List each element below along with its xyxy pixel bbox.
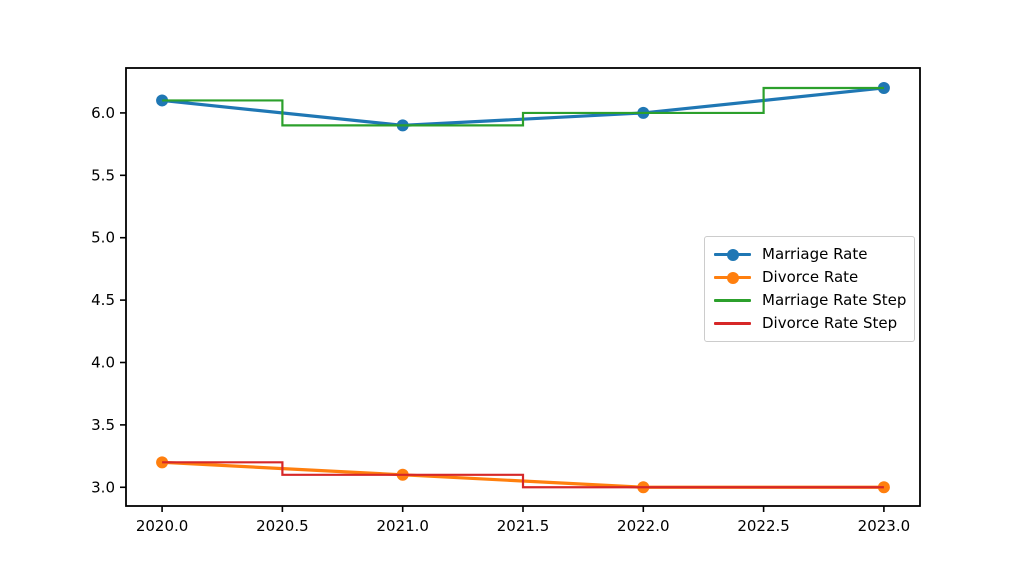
legend-entry-marriage-rate-step: Marriage Rate Step xyxy=(714,289,907,312)
x-axis-tick-label: 2021.5 xyxy=(497,517,550,535)
marriage-rate-marker-icon xyxy=(726,248,739,261)
y-axis-tick-label: 4.0 xyxy=(91,353,115,371)
marriage-rate-step-line xyxy=(162,86,884,127)
x-axis-tick-label: 2023.0 xyxy=(858,517,911,535)
marriage-rate-step-line-swatch xyxy=(714,299,751,302)
x-axis-tick-label: 2022.0 xyxy=(617,517,670,535)
axes-border xyxy=(125,67,921,507)
legend-label-divorce-rate: Divorce Rate xyxy=(762,268,859,286)
divorce-rate-step-line xyxy=(162,461,884,489)
divorce-rate-line-swatch xyxy=(714,271,751,284)
legend-entry-divorce-rate: Divorce Rate xyxy=(714,266,905,289)
y-axis-tick-label: 5.0 xyxy=(91,229,115,247)
y-axis-tick-label: 3.0 xyxy=(91,478,115,496)
legend: Marriage Rate Divorce Rate Marriage Rate… xyxy=(704,236,915,342)
x-axis-tick-label: 2020.5 xyxy=(256,517,309,535)
y-axis-tick-label: 6.0 xyxy=(91,104,115,122)
x-axis-tick-label: 2020.0 xyxy=(136,517,189,535)
y-axis-tick-label: 5.5 xyxy=(91,166,115,184)
marriage-rate-line-swatch xyxy=(714,248,751,261)
legend-entry-marriage-rate: Marriage Rate xyxy=(714,243,905,266)
x-axis-tick-label: 2021.0 xyxy=(376,517,429,535)
legend-label-divorce-rate-step: Divorce Rate Step xyxy=(762,314,898,332)
y-axis-tick-label: 4.5 xyxy=(91,291,115,309)
legend-entry-divorce-rate-step: Divorce Rate Step xyxy=(714,312,905,335)
legend-label-marriage-rate-step: Marriage Rate Step xyxy=(762,291,907,309)
y-axis-tick-label: 3.5 xyxy=(91,416,115,434)
x-axis-tick-label: 2022.5 xyxy=(737,517,790,535)
divorce-rate-marker-icon xyxy=(726,271,739,284)
legend-label-marriage-rate: Marriage Rate xyxy=(762,245,868,263)
divorce-rate-step-line-swatch xyxy=(714,322,751,325)
